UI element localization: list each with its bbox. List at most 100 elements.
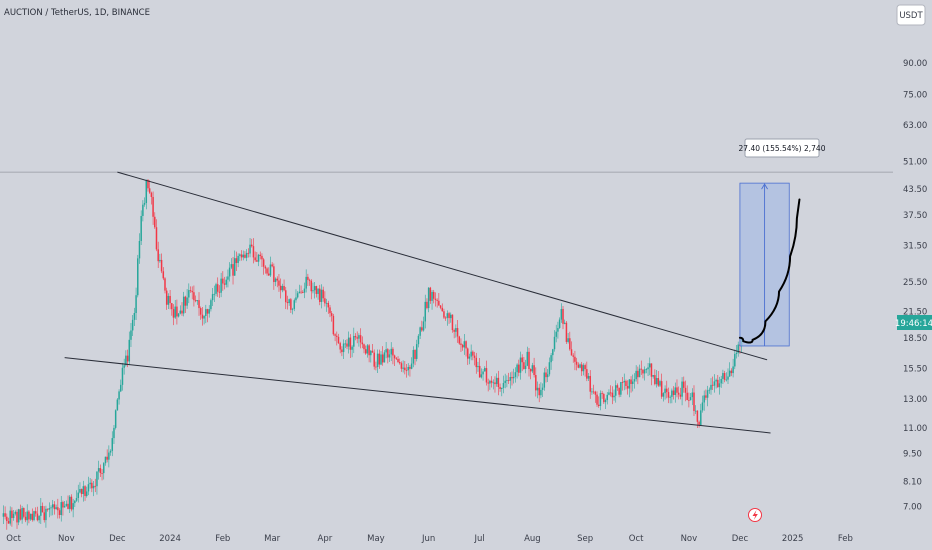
candle-body <box>45 508 47 521</box>
candle-body <box>157 249 159 262</box>
candle <box>82 480 85 502</box>
candle-body <box>434 298 437 300</box>
candle-body <box>718 383 721 388</box>
candle-body <box>637 370 639 378</box>
candle-body <box>717 379 719 388</box>
candle <box>628 378 631 398</box>
candle-body <box>424 301 426 322</box>
wedge-trendline-upper[interactable] <box>117 171 768 361</box>
candle-body <box>405 370 408 371</box>
candle-body <box>77 492 79 498</box>
candle <box>266 267 268 276</box>
candle-body <box>501 387 503 389</box>
candle <box>337 333 340 345</box>
candle-body <box>349 337 352 350</box>
candle <box>211 288 214 306</box>
candle <box>368 344 370 363</box>
candle <box>426 298 428 310</box>
candle <box>400 361 403 372</box>
candle-body <box>55 507 57 510</box>
candle-body <box>473 355 476 358</box>
candle <box>370 349 372 363</box>
candle <box>286 295 289 310</box>
candle <box>572 353 574 363</box>
candle <box>7 517 10 524</box>
candle <box>80 488 83 498</box>
candle <box>693 385 695 417</box>
candle <box>501 387 503 397</box>
candle-body <box>341 349 343 353</box>
candle-body <box>53 504 56 510</box>
candle-body <box>698 421 700 426</box>
candle-body <box>179 310 182 314</box>
candle-body <box>652 375 654 377</box>
candle <box>410 357 413 370</box>
candle <box>579 363 581 369</box>
candle <box>708 387 711 394</box>
candle <box>281 283 284 293</box>
time-axis[interactable]: Oct Nov Dec 2024 Feb Mar Apr May Jun Jul Aug Sep Oct… <box>6 534 853 544</box>
candle <box>312 282 314 294</box>
candle <box>427 287 430 313</box>
candle <box>334 333 336 342</box>
candle-body <box>271 264 273 267</box>
candle <box>137 254 139 298</box>
candle <box>213 285 216 303</box>
candle-body <box>6 516 8 522</box>
candle-body <box>603 394 605 403</box>
candle <box>336 331 338 346</box>
candle <box>412 346 415 368</box>
candle-body <box>103 463 105 474</box>
candle-body <box>468 356 471 359</box>
candle <box>167 293 170 310</box>
candle-body <box>237 255 239 263</box>
candle-body <box>575 361 578 365</box>
candle-body <box>640 368 643 370</box>
candle-body <box>307 276 309 280</box>
candle <box>502 375 505 394</box>
price-axis[interactable]: 90.00 75.00 63.00 51.00 43.50 37.50 31.50 25.50… <box>903 59 927 513</box>
candle <box>57 498 59 519</box>
candle-body <box>162 271 165 279</box>
price-tick-label: 90.00 <box>903 59 927 69</box>
candle-body <box>68 496 71 509</box>
candle <box>477 361 479 372</box>
candle <box>237 253 239 268</box>
candle-body <box>152 196 154 217</box>
candle <box>723 370 726 383</box>
candle <box>584 363 586 377</box>
candle <box>626 380 629 395</box>
wedge-trendline-lower[interactable] <box>64 357 771 434</box>
price-tick-label: 7.00 <box>903 503 922 513</box>
candle <box>58 508 61 519</box>
candle-body <box>23 508 25 517</box>
currency-button[interactable]: USDT <box>896 4 926 26</box>
candle <box>135 287 137 321</box>
candle <box>206 308 209 323</box>
measure-arrow-head <box>761 183 768 190</box>
candle-body <box>193 292 195 301</box>
candle <box>152 191 154 225</box>
candle-body <box>604 400 607 403</box>
candle-body <box>123 365 125 368</box>
candle-body <box>516 364 518 373</box>
candle-body <box>533 365 535 376</box>
candle-body <box>412 349 415 364</box>
candle <box>434 292 437 307</box>
projection-curve[interactable] <box>738 198 801 344</box>
candle <box>621 377 624 391</box>
candle-body <box>621 382 624 383</box>
candle-body <box>285 290 287 303</box>
candle <box>676 379 678 398</box>
lightning-icon[interactable] <box>748 508 762 522</box>
measure-tooltip: 27.40 (155.54%) 2,740 <box>739 138 826 158</box>
candle-body <box>225 279 227 285</box>
candle-body <box>327 302 330 308</box>
candle-body <box>638 368 641 378</box>
candle-body <box>410 363 413 369</box>
overlays <box>64 171 801 434</box>
candle <box>730 368 733 377</box>
